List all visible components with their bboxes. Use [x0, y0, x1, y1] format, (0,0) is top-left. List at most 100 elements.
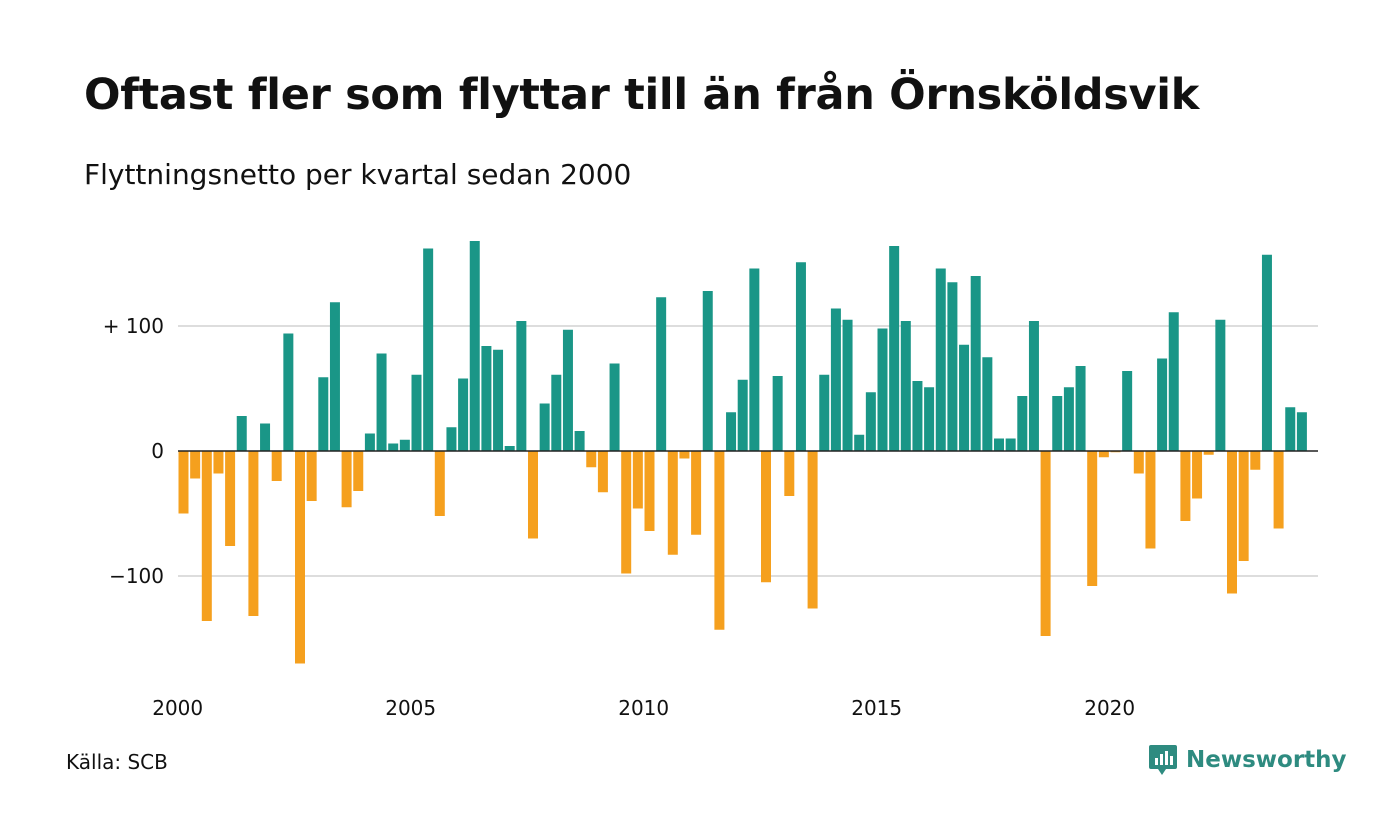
x-tick-label: 2005 [385, 696, 436, 720]
bar-positive [469, 241, 480, 451]
bar-positive [842, 319, 853, 451]
bar-negative [528, 451, 538, 539]
bar-positive [481, 346, 492, 451]
bar-negative [621, 451, 632, 574]
grid-lines [178, 325, 1318, 577]
bar-negative [1145, 451, 1156, 549]
bar-positive [283, 333, 294, 451]
bar-positive [609, 363, 620, 451]
x-tick-label: 2015 [851, 696, 902, 720]
bar-positive [865, 392, 876, 451]
bar-negative [1203, 451, 1214, 455]
y-tick-label: + 100 [103, 314, 164, 338]
brand-logo: Newsworthy [1148, 743, 1347, 777]
bar-positive [411, 374, 422, 451]
bar-positive [889, 246, 900, 451]
bar-positive [982, 357, 993, 451]
bar-negative [295, 451, 305, 664]
y-tick-label: 0 [151, 439, 164, 463]
bar-negative [271, 451, 282, 481]
bar-positive [726, 412, 737, 451]
bar-negative [353, 451, 364, 491]
bar-negative [248, 451, 259, 616]
bar-positive [236, 416, 247, 451]
bar-negative [644, 451, 655, 531]
x-tick-label: 2000 [152, 696, 203, 720]
bar-negative [341, 451, 352, 508]
bar-positive [551, 374, 562, 451]
y-tick-label: −100 [109, 564, 164, 588]
bar-positive [446, 427, 457, 451]
bar-negative [597, 451, 608, 493]
brand-name: Newsworthy [1186, 747, 1347, 773]
bar-positive [504, 446, 515, 451]
bar-negative [632, 451, 643, 509]
bar-positive [493, 349, 504, 451]
x-tick-label: 2020 [1084, 696, 1135, 720]
bar-positive [1168, 312, 1179, 451]
bar-positive [1215, 319, 1226, 451]
bar-positive [1296, 412, 1307, 451]
bar-negative [714, 451, 725, 630]
bar-positive [388, 443, 399, 451]
bar-positive [516, 321, 527, 451]
bar-negative [201, 451, 212, 621]
x-tick-labels: 2000 2005 2010 2015 2020 [152, 696, 1135, 720]
chart-title: Oftast fler som flyttar till än från Örn… [84, 70, 1200, 120]
bar-negative [434, 451, 445, 516]
bar-positive [912, 381, 923, 451]
bar-positive [656, 297, 667, 451]
bar-positive [994, 438, 1004, 451]
bar-negative [691, 451, 702, 535]
bar-negative [1133, 451, 1144, 474]
bar-negative [1250, 451, 1261, 470]
bar-positive [329, 302, 340, 451]
bar-positive [795, 262, 806, 451]
bar-positive [1052, 396, 1063, 451]
bar-negative [190, 451, 201, 479]
y-tick-labels: + 100 0 −100 [103, 314, 164, 588]
bar-positive [399, 439, 410, 451]
bar-negative [667, 451, 678, 555]
bar-positive [458, 378, 469, 451]
bar-negative [306, 451, 317, 501]
bar-negative [1273, 451, 1284, 529]
bar-positive [260, 423, 271, 451]
bar-positive [702, 291, 713, 451]
bar-positive [539, 403, 550, 451]
x-tick-label: 2010 [618, 696, 669, 720]
bar-positive [877, 328, 888, 451]
bar-positive [1063, 387, 1074, 451]
bar-positive [854, 434, 865, 451]
bar-positive [935, 268, 946, 451]
bar-positive [423, 248, 434, 451]
bar-positive [772, 376, 783, 451]
bars [178, 241, 1307, 664]
bar-positive [749, 268, 760, 451]
bar-positive [924, 387, 935, 451]
bar-positive [574, 431, 585, 451]
bar-negative [761, 451, 771, 583]
bar-positive [1017, 396, 1028, 451]
bar-positive [947, 282, 958, 451]
bar-negative [1180, 451, 1191, 521]
bar-negative [807, 451, 818, 609]
bar-positive [1005, 438, 1016, 451]
bar-negative [784, 451, 795, 496]
bar-positive [376, 353, 387, 451]
bar-positive [819, 374, 830, 451]
bar-positive [1122, 371, 1133, 451]
bar-negative [586, 451, 597, 468]
bar-positive [900, 321, 911, 451]
bar-negative [679, 451, 690, 459]
bar-positive [562, 329, 573, 451]
bar-positive [959, 344, 970, 451]
bar-negative [1087, 451, 1098, 586]
bar-negative [1040, 451, 1051, 636]
bar-negative [1238, 451, 1249, 561]
bar-negative [178, 451, 189, 514]
bar-positive [970, 276, 981, 451]
bar-positive [1157, 358, 1168, 451]
bar-negative [225, 451, 236, 546]
bar-negative [1192, 451, 1203, 499]
